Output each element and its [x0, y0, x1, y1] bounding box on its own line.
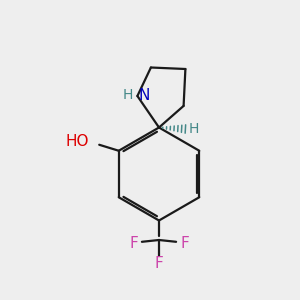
Text: H: H: [189, 122, 200, 136]
Text: F: F: [129, 236, 138, 250]
Text: HO: HO: [65, 134, 89, 149]
Text: F: F: [154, 256, 164, 271]
Text: H: H: [122, 88, 133, 102]
Text: F: F: [180, 236, 189, 250]
Text: N: N: [139, 88, 150, 103]
